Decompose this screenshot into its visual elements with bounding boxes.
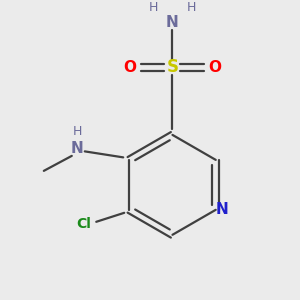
Text: S: S xyxy=(167,58,178,76)
Text: N: N xyxy=(216,202,229,217)
Text: H: H xyxy=(149,1,158,14)
Text: O: O xyxy=(208,60,221,75)
Text: O: O xyxy=(124,60,136,75)
Text: H: H xyxy=(187,1,196,14)
Text: N: N xyxy=(70,141,83,156)
Text: N: N xyxy=(166,15,179,30)
Text: Cl: Cl xyxy=(76,217,91,231)
Text: H: H xyxy=(73,125,83,138)
